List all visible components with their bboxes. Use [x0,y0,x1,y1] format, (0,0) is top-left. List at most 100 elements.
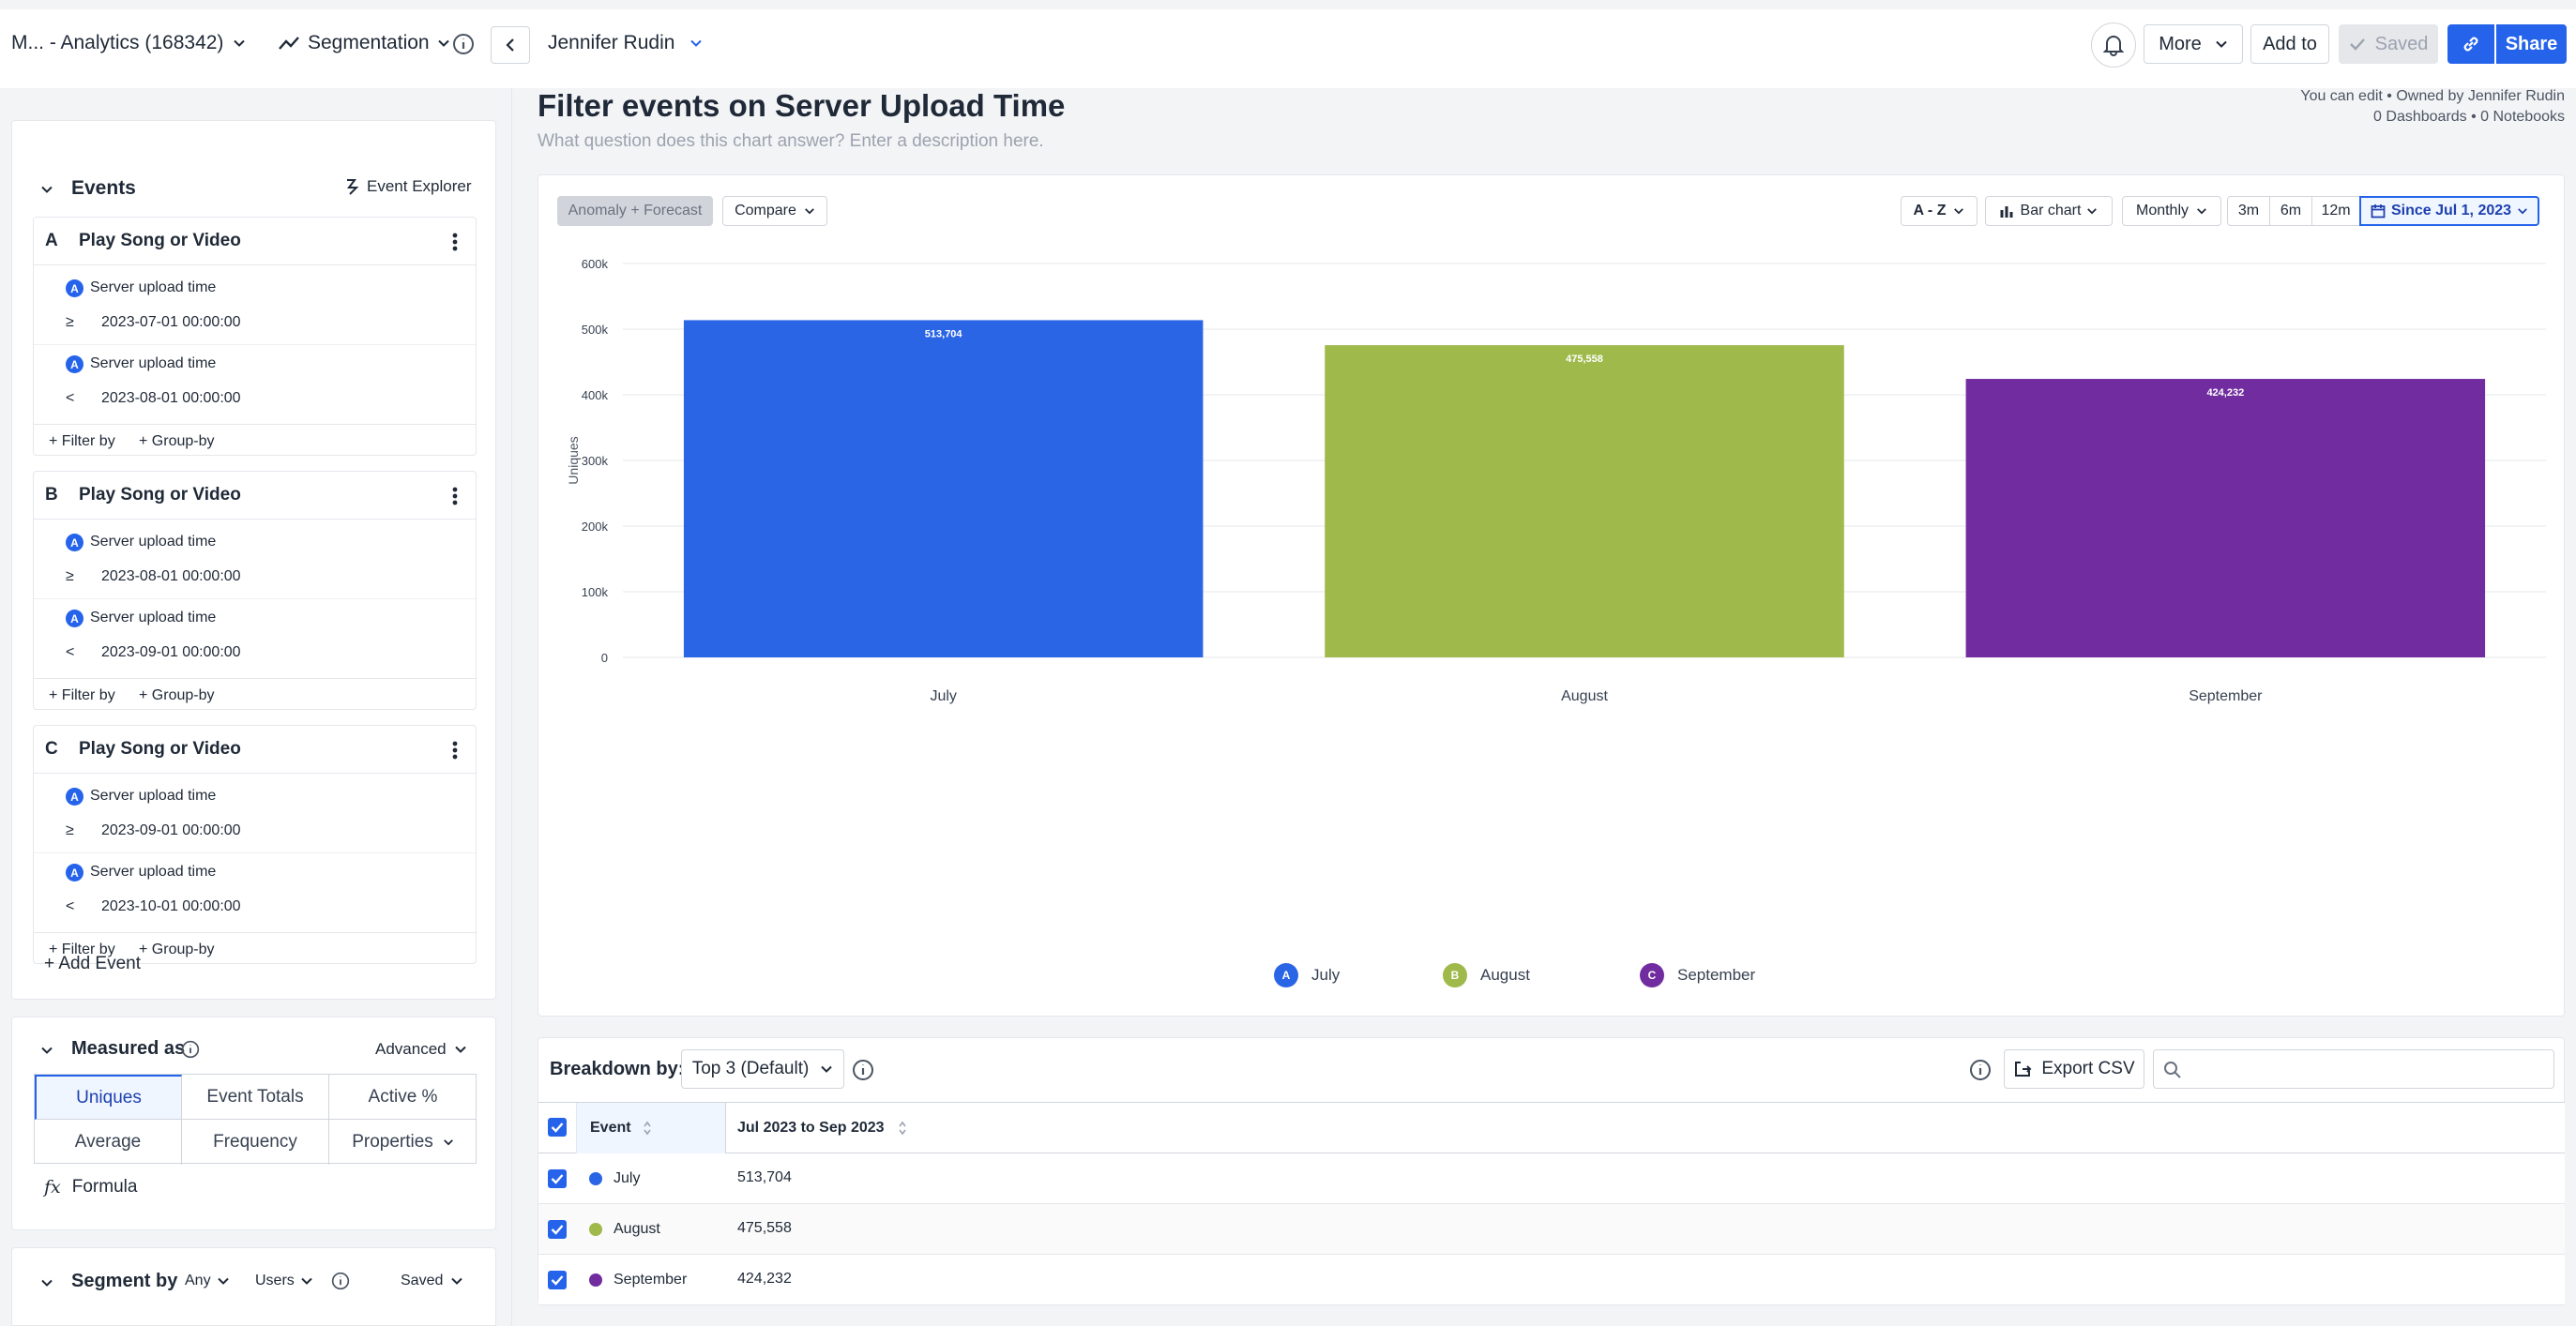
event-explorer-button[interactable]: Event Explorer [342,177,472,196]
filter-operator[interactable]: < [66,390,75,406]
chevron-down-icon[interactable] [40,183,53,196]
breakdown-selector[interactable]: Top 3 (Default) [681,1049,844,1089]
interval-button[interactable]: Monthly [2122,196,2221,226]
chart-title[interactable]: Filter events on Server Upload Time [538,88,1066,123]
users-dropdown[interactable]: Users [255,1273,313,1289]
add-to-button[interactable]: Add to [2250,24,2329,64]
group-by-button[interactable]: + Group-by [139,942,215,957]
legend-item[interactable]: B August [1443,963,1530,987]
filter-value[interactable]: 2023-10-01 00:00:00 [101,898,241,914]
formula-button[interactable]: fx Formula [44,1177,137,1198]
info-icon[interactable] [181,1040,200,1059]
owner-selector[interactable]: Jennifer Rudin [548,32,703,54]
share-button[interactable]: Share [2496,24,2567,64]
chevron-down-icon[interactable] [40,1044,53,1057]
compare-button[interactable]: Compare [722,196,827,226]
measure-option[interactable]: Uniques [35,1075,182,1120]
filter-row[interactable]: A Server upload time < 2023-10-01 00:00:… [34,856,476,929]
measure-option[interactable]: Event Totals [182,1075,329,1120]
chart-type-selector[interactable]: Segmentation [278,32,450,54]
filter-value[interactable]: 2023-08-01 00:00:00 [101,568,241,584]
bar-september[interactable] [1965,379,2486,657]
sort-icon[interactable] [898,1121,907,1136]
property-icon: A [66,610,83,627]
chevron-down-icon [805,208,814,215]
filter-row[interactable]: A Server upload time ≥ 2023-08-01 00:00:… [34,526,476,599]
event-name[interactable]: Play Song or Video [79,231,241,250]
info-icon[interactable] [331,1272,350,1290]
range-6m-button[interactable]: 6m [2269,196,2312,226]
row-value-cell: 513,704 [737,1169,792,1185]
bar-august[interactable] [1325,345,1844,657]
filter-value[interactable]: 2023-07-01 00:00:00 [101,314,241,330]
table-search-input[interactable] [2153,1049,2554,1089]
filter-operator[interactable]: ≥ [66,314,74,330]
filter-row[interactable]: A Server upload time ≥ 2023-09-01 00:00:… [34,780,476,853]
filter-operator[interactable]: ≥ [66,822,74,838]
select-all-checkbox[interactable] [548,1118,567,1137]
kebab-menu-icon[interactable] [452,233,458,251]
measure-option[interactable]: Active % [329,1075,477,1120]
anomaly-forecast-button[interactable]: Anomaly + Forecast [557,196,713,226]
event-name[interactable]: Play Song or Video [79,485,241,505]
filter-operator[interactable]: ≥ [66,568,74,584]
export-csv-button[interactable]: Export CSV [2004,1049,2144,1089]
event-block: B Play Song or Video A Server upload time… [33,471,477,710]
range-3m-button[interactable]: 3m [2227,196,2270,226]
advanced-dropdown[interactable]: Advanced [375,1040,467,1059]
more-button[interactable]: More [2144,24,2243,64]
sort-button[interactable]: A - Z [1901,196,1977,226]
event-name[interactable]: Play Song or Video [79,739,241,759]
any-dropdown[interactable]: Any [185,1273,230,1289]
date-range-button[interactable]: Since Jul 1, 2023 [2359,196,2539,226]
row-checkbox[interactable] [548,1271,567,1289]
saved-segments-dropdown[interactable]: Saved [401,1273,463,1289]
bar-july[interactable] [683,320,1204,657]
table-row[interactable]: July 513,704 [538,1153,2565,1204]
project-selector[interactable]: M... - Analytics (168342) [11,32,246,54]
legend-item[interactable]: C September [1640,963,1755,987]
kebab-menu-icon[interactable] [452,487,458,505]
info-icon[interactable] [852,1059,874,1081]
filter-by-button[interactable]: + Filter by [49,433,115,449]
legend-item[interactable]: A July [1274,963,1340,987]
filter-by-button[interactable]: + Filter by [49,687,115,703]
filter-operator[interactable]: < [66,644,75,660]
copy-link-button[interactable] [2447,24,2494,64]
filter-value[interactable]: 2023-09-01 00:00:00 [101,644,241,660]
notifications-button[interactable] [2091,23,2136,68]
chevron-down-icon[interactable] [40,1276,53,1289]
group-by-button[interactable]: + Group-by [139,433,215,449]
value-column-header[interactable]: Jul 2023 to Sep 2023 [726,1103,907,1153]
filter-by-button[interactable]: + Filter by [49,942,115,957]
top-bar: M... - Analytics (168342) Segmentation J… [0,0,2576,88]
info-icon[interactable] [1969,1059,1992,1081]
row-checkbox[interactable] [548,1169,567,1188]
chart-kind-button[interactable]: Bar chart [1985,196,2113,226]
measure-option[interactable]: Properties [329,1120,477,1165]
saved-button[interactable]: Saved [2339,24,2438,64]
range-12m-label: 12m [2321,203,2351,218]
filter-row[interactable]: A Server upload time ≥ 2023-07-01 00:00:… [34,272,476,345]
range-12m-button[interactable]: 12m [2311,196,2360,226]
table-row[interactable]: August 475,558 [538,1204,2565,1255]
row-checkbox[interactable] [548,1220,567,1239]
filter-value[interactable]: 2023-08-01 00:00:00 [101,390,241,406]
top-strip [0,0,2576,9]
collapse-sidebar-button[interactable] [491,26,530,64]
filter-row[interactable]: A Server upload time < 2023-08-01 00:00:… [34,348,476,421]
chart-description[interactable]: What question does this chart answer? En… [538,131,1044,151]
info-icon[interactable] [452,33,475,55]
kebab-menu-icon[interactable] [452,741,458,760]
add-event-button[interactable]: + Add Event [44,954,141,973]
group-by-button[interactable]: + Group-by [139,687,215,703]
sort-icon[interactable] [643,1121,652,1136]
filter-value[interactable]: 2023-09-01 00:00:00 [101,822,241,838]
measure-option[interactable]: Frequency [182,1120,329,1165]
event-column-header[interactable]: Event [577,1103,725,1153]
table-row[interactable]: September 424,232 [538,1255,2565,1305]
measure-option[interactable]: Average [35,1120,182,1165]
table-header-row: Event Jul 2023 to Sep 2023 [538,1103,2565,1305]
filter-row[interactable]: A Server upload time < 2023-09-01 00:00:… [34,602,476,675]
filter-operator[interactable]: < [66,898,75,914]
